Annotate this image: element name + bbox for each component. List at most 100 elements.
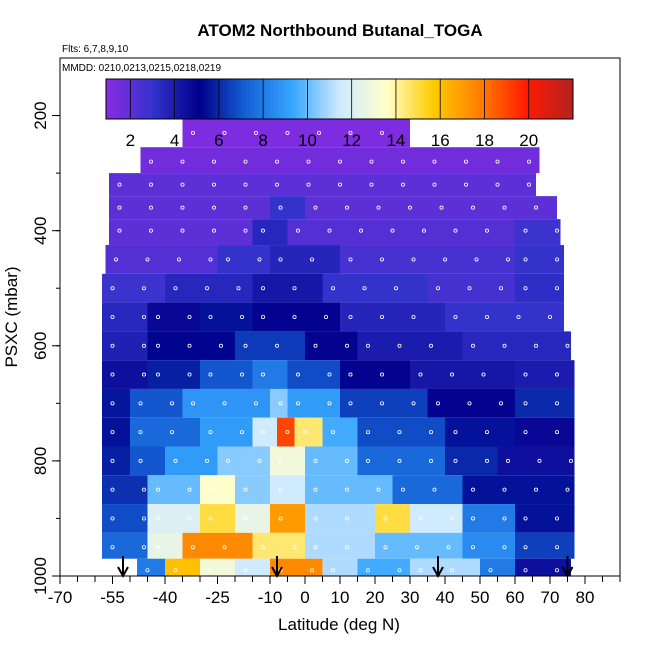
sample-point — [449, 516, 454, 521]
heatmap-cell — [130, 417, 200, 447]
colorbar-segment — [382, 79, 387, 119]
colorbar-segment — [148, 79, 154, 119]
colorbar-segment — [121, 79, 126, 119]
sample-point — [145, 257, 150, 262]
heatmap-cell — [182, 118, 410, 148]
colorbar-tick-label: 2 — [126, 131, 135, 150]
colorbar-segment — [195, 79, 200, 119]
colorbar-segment — [234, 79, 239, 119]
sample-point — [155, 487, 160, 492]
x-tick-label: 60 — [506, 588, 525, 607]
sample-point — [467, 286, 472, 291]
sample-point — [295, 372, 300, 377]
sample-point — [145, 568, 150, 573]
sample-point — [484, 458, 489, 463]
colorbar-segment — [362, 79, 368, 119]
x-axis: -70 -55 -40 -25 -10 0 10 20 30 40 50 60 70 80 — [48, 575, 621, 607]
sample-point — [418, 568, 423, 573]
colorbar-segment — [312, 79, 317, 119]
heatmap-cell — [270, 558, 323, 576]
colorbar-segment — [273, 79, 278, 119]
sample-point — [169, 430, 174, 435]
sample-point — [222, 545, 227, 550]
colorbar-segment — [308, 79, 313, 119]
colorbar-segment — [405, 79, 411, 119]
heatmap-cell — [497, 446, 575, 476]
sample-point — [495, 159, 500, 164]
sample-point — [453, 314, 458, 319]
x-tick-label: 20 — [366, 588, 385, 607]
heatmap-cell — [200, 475, 235, 505]
sample-point — [306, 182, 311, 187]
sample-point — [110, 430, 115, 435]
colorbar-segment — [129, 79, 134, 119]
sample-point — [365, 458, 370, 463]
sample-point — [211, 182, 216, 187]
y-tick-label: 200 — [31, 101, 50, 129]
sample-point — [527, 182, 532, 187]
heatmap-cell — [462, 532, 515, 559]
sample-point — [274, 159, 279, 164]
colorbar-segment — [456, 79, 461, 119]
sample-point — [523, 372, 528, 377]
sample-point — [204, 286, 209, 291]
colorbar-segment — [125, 79, 130, 119]
sample-point — [218, 343, 223, 348]
sample-point — [523, 286, 528, 291]
sample-point — [502, 205, 507, 210]
sample-point — [365, 343, 370, 348]
x-tick-label: 80 — [576, 588, 595, 607]
sample-point — [414, 545, 419, 550]
colorbar-segment — [191, 79, 197, 119]
colorbar-segment — [300, 79, 305, 119]
flights-label: Flts: 6,7,8,9,10 — [62, 44, 129, 55]
colorbar-segment — [141, 79, 146, 119]
sample-point — [555, 545, 560, 550]
sample-point — [362, 286, 367, 291]
x-tick-label: -55 — [100, 588, 125, 607]
heatmap-cell — [410, 504, 463, 533]
colorbar-segment — [226, 79, 232, 119]
heatmap-cell — [294, 417, 323, 447]
sample-point — [243, 182, 248, 187]
heatmap-cell — [102, 388, 130, 418]
colorbar-segment — [207, 79, 212, 119]
colorbar-segment — [179, 79, 185, 119]
colorbar-segment — [557, 79, 562, 119]
sample-point — [155, 372, 160, 377]
sample-point — [435, 401, 440, 406]
colorbar-segment — [448, 79, 453, 119]
sample-point — [190, 130, 195, 135]
colorbar-segment — [156, 79, 161, 119]
sample-point — [446, 545, 451, 550]
sample-point — [365, 430, 370, 435]
heatmap-cell — [445, 302, 564, 332]
sample-point — [117, 228, 122, 233]
sample-point — [110, 314, 115, 319]
sample-point — [505, 458, 510, 463]
sample-point — [148, 228, 153, 233]
heatmap-cell — [102, 273, 165, 303]
sample-point — [295, 401, 300, 406]
sample-point — [155, 314, 160, 319]
sample-point — [498, 401, 503, 406]
sample-point — [463, 159, 468, 164]
sample-point — [173, 458, 178, 463]
sample-point — [208, 257, 213, 262]
sample-point — [278, 205, 283, 210]
colorbar-tick-label: 20 — [519, 131, 538, 150]
colorbar-tick-label: 18 — [475, 131, 494, 150]
sample-point — [453, 458, 458, 463]
heatmap-cell — [462, 475, 575, 505]
sample-point — [169, 401, 174, 406]
y-axis: 200 400 600 800 1000 — [31, 101, 60, 595]
colorbar-frame — [105, 78, 574, 120]
sample-point — [243, 159, 248, 164]
heatmap-cell — [392, 475, 463, 505]
sample-point — [313, 458, 318, 463]
sample-point — [348, 372, 353, 377]
heatmap-cell — [235, 475, 270, 505]
heatmap-cell — [270, 245, 340, 274]
sample-point — [313, 205, 318, 210]
sample-point — [155, 545, 160, 550]
